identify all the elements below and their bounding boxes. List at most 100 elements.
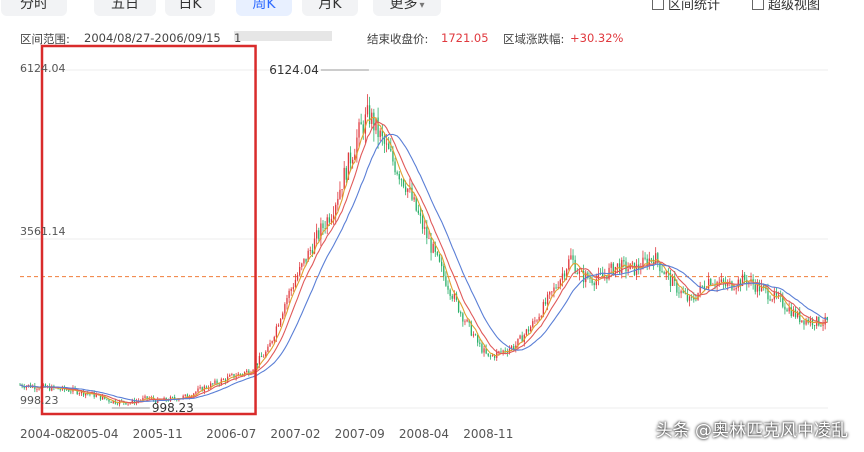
candle-body-221 <box>487 353 489 356</box>
period-tabs: 分时 五日 日K 周K 月K 更多 ▾ 区间统计 超级视图 <box>0 0 864 26</box>
tab-intraday[interactable]: 分时 <box>1 0 67 16</box>
candle-body-318 <box>693 297 695 300</box>
close-value: 1721.05 <box>441 31 489 45</box>
x-tick-label-6: 2008-04 <box>399 427 449 441</box>
candle-body-100 <box>231 374 233 376</box>
candle-body-50 <box>125 402 127 405</box>
tab-five-day[interactable]: 五日 <box>94 0 156 16</box>
tab-more-dropdown[interactable]: 更多 ▾ <box>373 0 441 16</box>
candle-body-120 <box>273 337 275 342</box>
candle-body-84 <box>197 388 199 392</box>
candle-body-213 <box>470 322 472 336</box>
candle-body-173 <box>385 143 388 145</box>
candle-body-145 <box>326 217 328 229</box>
candle-body-201 <box>445 276 447 286</box>
candle-body-230 <box>506 351 508 353</box>
tab-monthly-k[interactable]: 月K <box>302 0 358 16</box>
candle-body-272 <box>595 279 597 286</box>
candle-body-311 <box>678 292 680 294</box>
candle-body-343 <box>746 279 748 285</box>
peak-annotation-label: 6124.04 <box>269 63 319 77</box>
candle-body-256 <box>561 273 564 280</box>
candle-body-334 <box>727 282 729 286</box>
candle-body-322 <box>701 285 703 287</box>
candle-body-19 <box>59 389 61 391</box>
candle-body-186 <box>413 197 415 200</box>
candle-body-347 <box>754 284 756 292</box>
candle-body-138 <box>311 250 314 254</box>
candle-body-98 <box>226 376 229 382</box>
candle-body-143 <box>322 223 324 229</box>
y-tick-label-0: 6124.04 <box>20 62 66 75</box>
candle-body-284 <box>621 260 623 274</box>
candle-body-226 <box>498 351 500 353</box>
candle-body-113 <box>258 356 261 365</box>
candle-body-308 <box>671 276 674 286</box>
super-view-button[interactable]: 超级视图 <box>752 0 820 13</box>
candle-body-241 <box>529 326 532 332</box>
candle-body-38 <box>99 394 102 400</box>
candle-body-46 <box>116 403 119 405</box>
candle-body-220 <box>485 348 487 354</box>
candle-body-184 <box>409 187 411 189</box>
candle-body-326 <box>710 278 712 286</box>
candle-body-144 <box>324 228 326 229</box>
tab-daily-k[interactable]: 日K <box>165 0 215 16</box>
candle-body-265 <box>580 271 583 272</box>
candle-body-222 <box>489 355 492 357</box>
tab-weekly-k[interactable]: 周K <box>236 0 292 16</box>
candle-body-380 <box>824 316 826 325</box>
candle-body-303 <box>661 271 663 273</box>
candle-body-341 <box>741 274 744 287</box>
candle-body-181 <box>402 179 405 187</box>
candle-body-337 <box>733 289 735 291</box>
candle-body-365 <box>792 309 795 317</box>
candle-body-321 <box>699 285 701 293</box>
candle-body-126 <box>286 298 288 305</box>
candle-body-2 <box>23 386 25 388</box>
candle-body-162 <box>362 124 364 134</box>
candle-body-141 <box>318 230 320 239</box>
candle-body-364 <box>790 307 792 317</box>
candle-body-24 <box>70 391 72 393</box>
candle-body-112 <box>256 363 258 365</box>
y-axis: 6124.04 3561.14 998.23 <box>20 62 66 407</box>
candle-body-151 <box>339 189 341 199</box>
candle-body-104 <box>239 373 242 375</box>
candle-body-171 <box>381 130 383 137</box>
candle-body-223 <box>491 355 494 357</box>
range-stats-button[interactable]: 区间统计 <box>652 0 720 13</box>
candle-body-158 <box>354 154 356 160</box>
candle-body-7 <box>34 385 36 390</box>
annotations-group: 6124.04 998.23 <box>111 63 369 415</box>
candle-body-369 <box>801 320 803 323</box>
candle-body-193 <box>428 238 430 239</box>
candle-body-205 <box>453 293 456 299</box>
candle-body-133 <box>301 263 303 267</box>
candle-body-27 <box>76 389 78 394</box>
candle-body-260 <box>570 255 572 260</box>
candle-body-157 <box>352 159 354 164</box>
candle-body-353 <box>767 288 769 300</box>
candle-body-218 <box>481 343 483 353</box>
candle-body-187 <box>415 197 417 211</box>
tab-intraday-label: 分时 <box>20 0 48 12</box>
chevron-down-icon: ▾ <box>419 0 425 11</box>
candle-body-360 <box>782 296 784 307</box>
candle-body-28 <box>78 393 80 395</box>
candle-body-23 <box>68 390 70 392</box>
candle-body-252 <box>553 287 555 292</box>
candle-body-137 <box>309 250 311 251</box>
candle-body-332 <box>722 279 725 283</box>
super-view-icon <box>752 0 764 10</box>
candle-body-350 <box>760 285 763 292</box>
candle-body-305 <box>665 271 667 275</box>
candle-body-310 <box>676 280 678 293</box>
candle-body-217 <box>479 342 481 344</box>
candle-body-262 <box>574 259 576 273</box>
candle-body-336 <box>731 281 733 290</box>
candle-body-170 <box>379 130 381 138</box>
candle-body-177 <box>394 161 396 173</box>
